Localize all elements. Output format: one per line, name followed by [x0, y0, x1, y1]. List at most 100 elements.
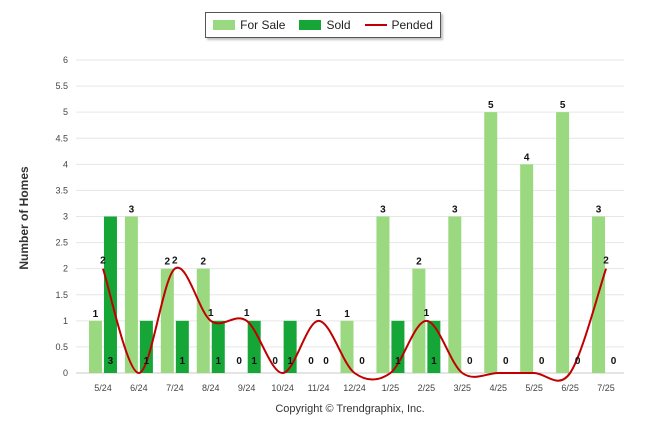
pended-data-label: 2 — [100, 256, 106, 267]
sold-bar — [139, 320, 153, 373]
legend: For Sale Sold Pended — [205, 12, 441, 38]
for-sale-bar — [484, 112, 498, 374]
pended-series-line — [102, 266, 607, 382]
for-sale-data-label: 5 — [488, 100, 494, 111]
for-sale-data-label: 0 — [236, 356, 242, 367]
pended-data-label: 1 — [316, 308, 322, 319]
y-tick-label: 5 — [63, 107, 68, 117]
sold-data-label: 0 — [575, 356, 581, 367]
y-tick-label: 6 — [63, 55, 68, 65]
sold-data-label: 0 — [359, 356, 365, 367]
y-tick-label: 3 — [63, 212, 68, 222]
for-sale-data-label: 3 — [380, 205, 386, 216]
for-sale-bar — [124, 216, 138, 373]
for-sale-bar — [412, 268, 426, 373]
sold-data-label: 1 — [180, 356, 186, 367]
for-sale-data-label: 1 — [344, 309, 350, 320]
for-sale-data-label: 2 — [200, 257, 206, 268]
y-tick-label: 0 — [63, 368, 68, 378]
sold-data-label: 1 — [251, 356, 257, 367]
legend-label-pended: Pended — [391, 18, 433, 32]
y-tick-label: 2.5 — [55, 238, 68, 248]
x-tick-label: 6/24 — [130, 383, 148, 393]
sold-bar — [211, 320, 225, 373]
x-tick-label: 10/24 — [271, 383, 294, 393]
x-tick-label: 3/25 — [454, 383, 472, 393]
x-tick-label: 1/25 — [382, 383, 400, 393]
sold-data-label: 0 — [611, 356, 617, 367]
y-tick-labels: 0 0.5 1 1.5 2 2.5 3 3.5 4 4.5 5 5.5 6 — [55, 55, 68, 378]
x-tick-label: 5/25 — [525, 383, 543, 393]
y-tick-label: 3.5 — [55, 185, 68, 195]
sold-data-label: 1 — [395, 356, 401, 367]
sold-data-label: 0 — [539, 356, 545, 367]
pended-data-label: 2 — [603, 256, 609, 267]
x-tick-labels: 5/24 6/24 7/24 8/24 9/24 10/24 11/24 12/24 1/25 2… — [94, 383, 615, 393]
sold-data-label: 1 — [215, 356, 221, 367]
for-sale-bar — [340, 320, 354, 373]
pended-data-label: 1 — [208, 308, 214, 319]
for-sale-bar — [196, 268, 210, 373]
x-tick-label: 8/24 — [202, 383, 220, 393]
x-tick-label: 4/25 — [489, 383, 507, 393]
sold-data-label: 0 — [323, 356, 329, 367]
y-tick-label: 2 — [63, 264, 68, 274]
y-tick-label: 4 — [63, 159, 68, 169]
x-tick-label: 2/25 — [418, 383, 436, 393]
y-tick-label: 4.5 — [55, 133, 68, 143]
x-tick-label: 9/24 — [238, 383, 256, 393]
for-sale-data-label: 3 — [596, 205, 602, 216]
legend-item-pended[interactable]: Pended — [364, 18, 433, 32]
legend-label-sold: Sold — [326, 18, 351, 32]
for-sale-data-label: 0 — [308, 356, 314, 367]
for-sale-data-label: 2 — [416, 257, 422, 268]
sold-swatch — [299, 20, 322, 30]
for-sale-data-label: 1 — [93, 309, 99, 320]
x-tick-label: 7/25 — [597, 383, 615, 393]
sold-data-label: 3 — [108, 356, 114, 367]
legend-item-sold[interactable]: Sold — [299, 18, 351, 32]
x-tick-label: 5/24 — [94, 383, 112, 393]
for-sale-data-label: 2 — [165, 257, 171, 268]
x-tick-label: 7/24 — [166, 383, 184, 393]
copyright-footer: Copyright © Trendgraphix, Inc. — [275, 403, 425, 415]
sold-bar — [427, 320, 441, 373]
pended-data-label: 1 — [424, 308, 430, 319]
for-sale-data-label: 0 — [272, 356, 278, 367]
sold-data-label: 0 — [467, 356, 473, 367]
sold-bar — [391, 320, 405, 373]
for-sale-data-label: 4 — [524, 152, 530, 163]
for-sale-data-label: 3 — [452, 205, 458, 216]
y-tick-label: 0.5 — [55, 342, 68, 352]
for-sale-bar — [448, 216, 462, 373]
x-tick-label: 12/24 — [343, 383, 366, 393]
for-sale-data-label: 5 — [560, 100, 566, 111]
legend-item-for-sale[interactable]: For Sale — [213, 18, 285, 32]
sold-bar — [175, 320, 189, 373]
pended-swatch — [364, 24, 387, 26]
for-sale-bar — [556, 112, 570, 374]
x-tick-label: 11/24 — [308, 383, 330, 393]
sold-data-label: 1 — [431, 356, 437, 367]
for-sale-bar — [376, 216, 390, 373]
y-tick-label: 5.5 — [55, 81, 68, 91]
for-sale-bar — [88, 320, 102, 373]
pended-data-label: 1 — [244, 308, 250, 319]
for-sale-swatch — [213, 20, 236, 30]
legend-label-for-sale: For Sale — [240, 18, 286, 32]
for-sale-bar — [520, 164, 534, 373]
sold-data-label: 1 — [287, 356, 293, 367]
pended-line — [102, 266, 607, 382]
y-axis-title: Number of Homes — [17, 166, 31, 270]
for-sale-data-label: 3 — [129, 205, 135, 216]
y-tick-label: 1.5 — [55, 290, 68, 300]
sold-data-label: 1 — [144, 356, 150, 367]
sold-bar — [247, 320, 261, 373]
x-tick-label: 6/25 — [561, 383, 579, 393]
y-tick-label: 1 — [63, 316, 68, 326]
pended-data-label: 2 — [172, 256, 178, 267]
bars — [88, 112, 606, 374]
sold-data-label: 0 — [503, 356, 509, 367]
